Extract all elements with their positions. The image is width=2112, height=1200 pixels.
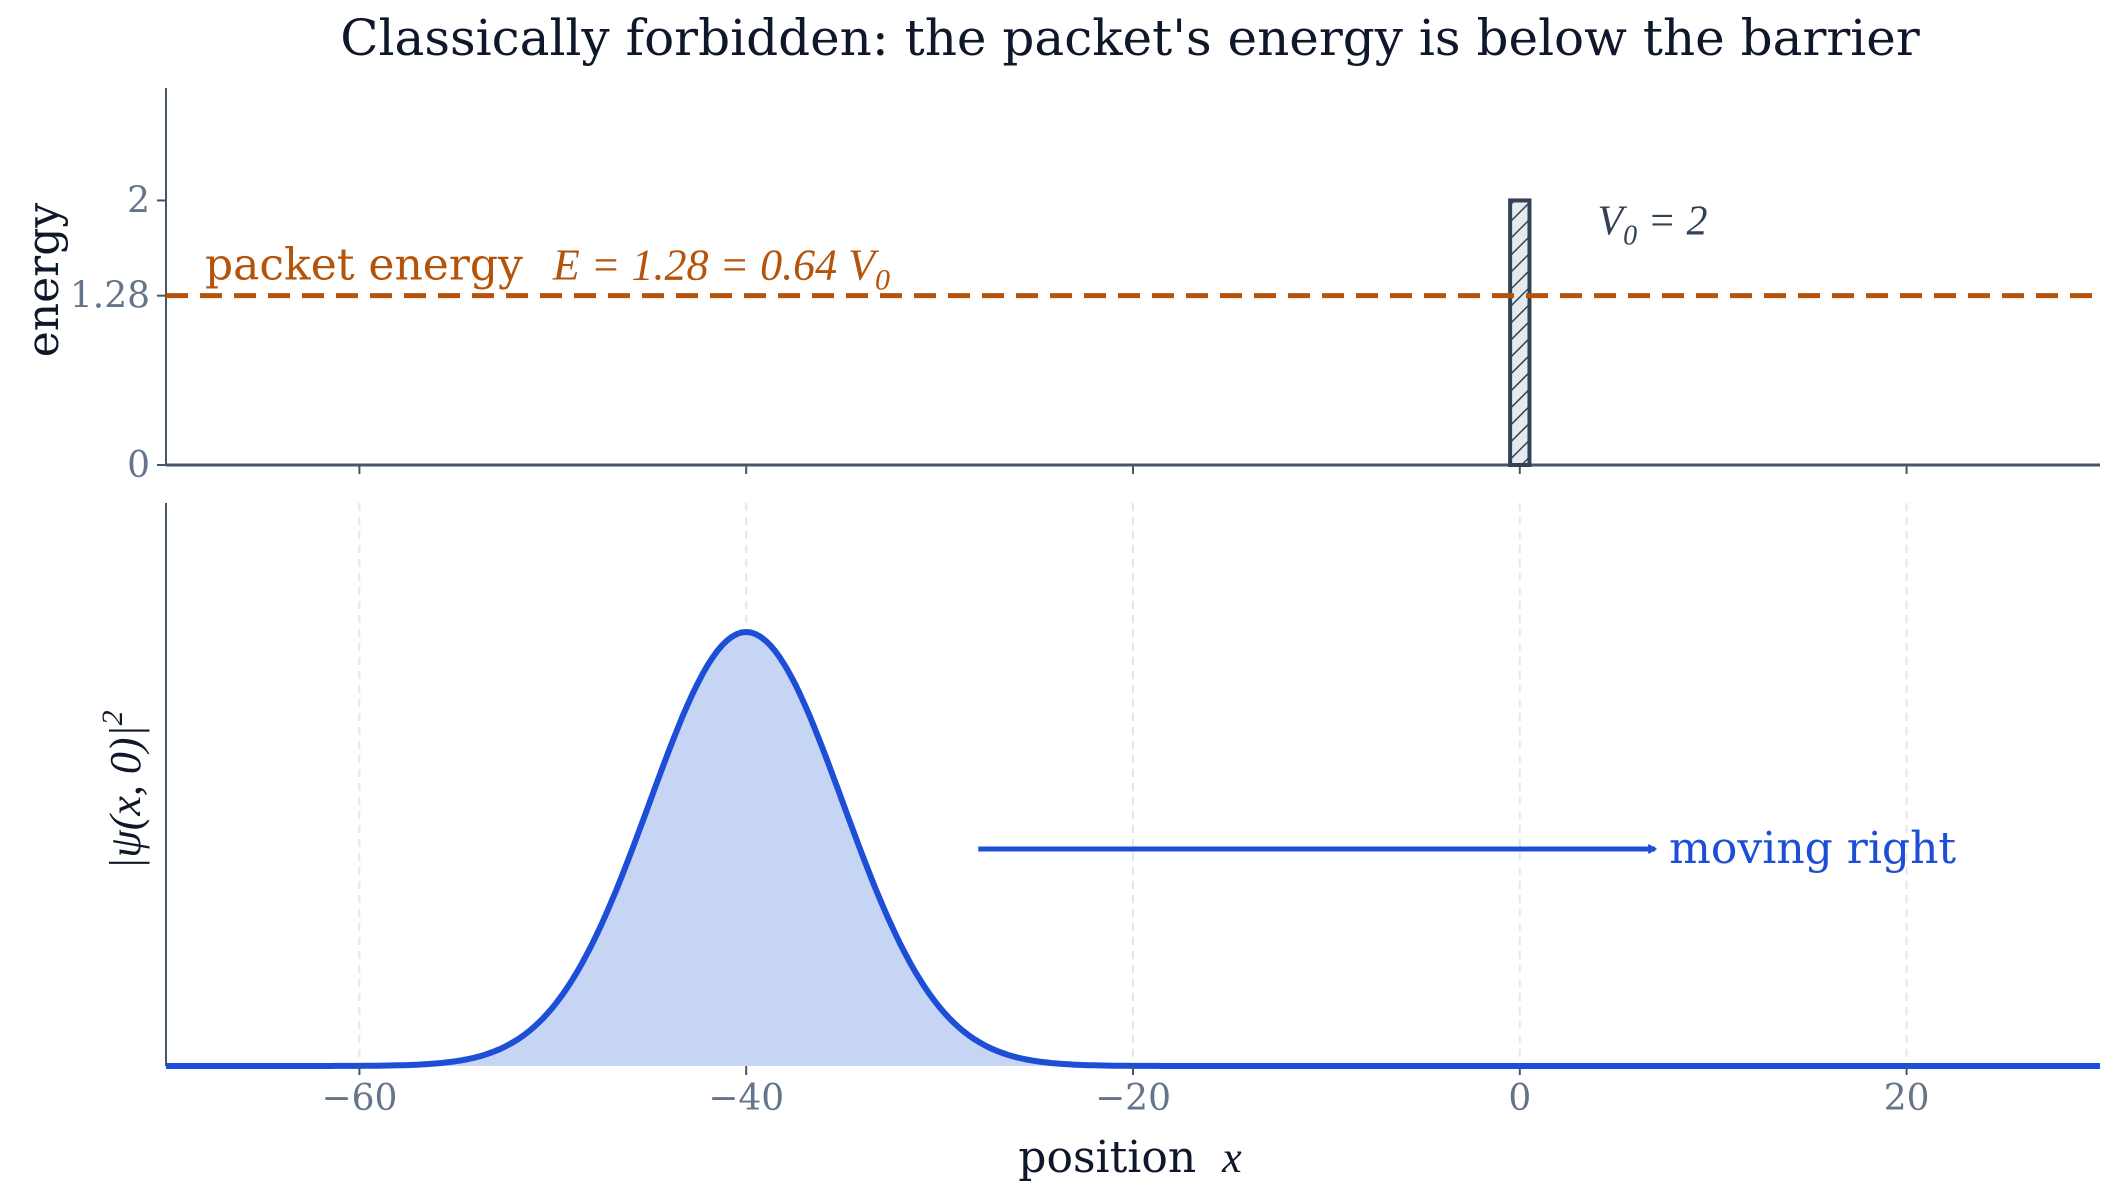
position-x-tick-label: −40 (708, 1078, 784, 1119)
wavepacket-curve (166, 628, 2100, 1069)
wavepacket-fill (166, 632, 2100, 1066)
position-x-ticks: −60 −40 −20 0 20 (321, 1066, 1930, 1119)
energy-y-tick-label: 0 (127, 445, 150, 486)
position-axis-label-math: x (1221, 1133, 1242, 1182)
energy-y-tick-label: 1.28 (70, 276, 150, 317)
barrier-label-subscript: 0 (1623, 220, 1637, 251)
barrier-label-value: = 2 (1637, 198, 1707, 244)
motion-arrow-label: moving right (1669, 823, 1956, 874)
packet-energy-math: E = 1.28 = 0.64 V (552, 241, 880, 290)
density-axis-label: |ψ(x, 0)|2 (96, 710, 150, 869)
packet-energy-text: packet energy (205, 240, 523, 291)
energy-panel: 01.282 packet energy E = 1.28 = 0.64 V0 V… (18, 88, 2100, 486)
position-x-tick-label: −20 (1095, 1078, 1171, 1119)
density-axis-label-text: |ψ(x, 0)| (101, 725, 150, 869)
position-x-tick-label: 0 (1508, 1078, 1531, 1119)
packet-energy-math-subscript: 0 (875, 264, 890, 297)
chart-title: Classically forbidden: the packet's ener… (340, 9, 1920, 67)
position-axis-label: position x (1018, 1132, 1242, 1183)
packet-energy-label: packet energy E = 1.28 = 0.64 V0 (205, 240, 890, 297)
energy-y-ticks: 0 1.28 2 (70, 180, 166, 486)
energy-y-tick-label: 2 (127, 180, 150, 221)
density-axis-label-superscript: 2 (96, 710, 129, 725)
position-x-tick-label: −60 (321, 1078, 397, 1119)
energy-axis-label: energy (18, 203, 69, 358)
energy-x-tick-marks (358, 465, 1908, 474)
wavepacket-panel: −60 −40 −20 0 20 moving right |ψ(x, 0)|2 pos… (96, 503, 2100, 1183)
barrier-label-v: V (1597, 198, 1627, 244)
position-x-tick-label: 20 (1884, 1078, 1930, 1119)
position-axis-label-text: position (1018, 1132, 1196, 1183)
potential-barrier (1508, 198, 1532, 467)
barrier-height-label: V0 = 2 (1597, 198, 1707, 251)
